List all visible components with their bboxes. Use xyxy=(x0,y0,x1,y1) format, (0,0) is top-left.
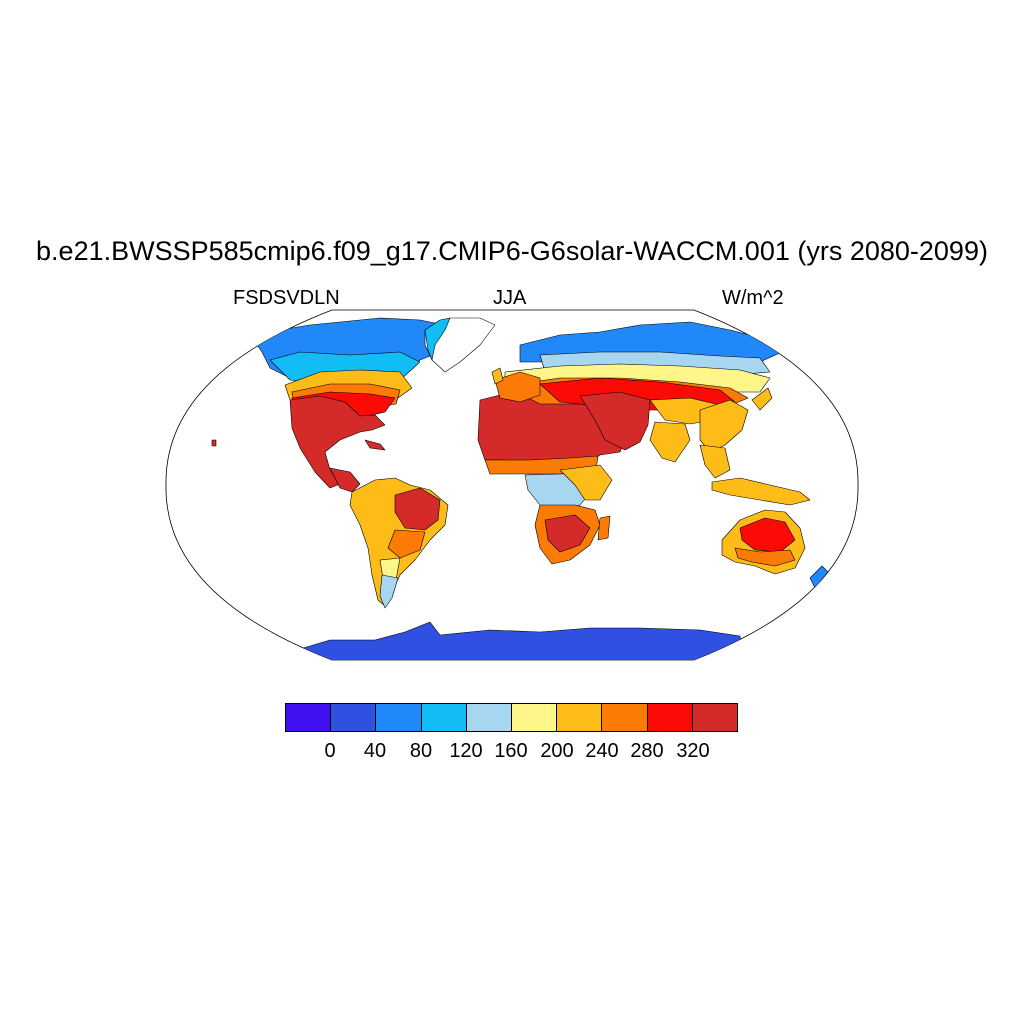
india xyxy=(649,421,691,463)
patagonia xyxy=(379,574,399,609)
colorbar-tick-label: 160 xyxy=(494,740,528,762)
indonesia xyxy=(711,477,811,506)
colorbar-tick-label: 240 xyxy=(585,740,619,762)
colorbar-box xyxy=(511,703,558,732)
colorbar-tick-label: 80 xyxy=(409,740,433,762)
japan xyxy=(751,387,773,411)
east-asia xyxy=(699,399,749,453)
europe xyxy=(494,371,541,403)
southeast-asia xyxy=(699,444,731,479)
colorbar-box xyxy=(601,703,648,732)
colorbar-box xyxy=(646,703,693,732)
middle-east xyxy=(579,391,651,451)
madagascar xyxy=(597,515,611,541)
colorbar-tick-label: 120 xyxy=(449,740,483,762)
britain xyxy=(491,367,504,385)
colorbar-box xyxy=(375,703,422,732)
australia-orange xyxy=(734,547,796,567)
colorbar-box xyxy=(330,703,377,732)
caribbean-islands xyxy=(364,439,386,451)
colorbar-tick-label: 200 xyxy=(540,740,574,762)
plot-title: b.e21.BWSSP585cmip6.f09_g17.CMIP6-G6sola… xyxy=(36,236,988,266)
australia-red xyxy=(739,517,796,553)
north-america-south xyxy=(289,395,386,489)
colorbar-box xyxy=(556,703,603,732)
colorbar-tick-label: 40 xyxy=(363,740,387,762)
colorbar-tick-label: 0 xyxy=(324,740,336,762)
season-label: JJA xyxy=(493,287,527,309)
colorbar-box xyxy=(420,703,467,732)
colorbar-tick-label: 280 xyxy=(630,740,664,762)
variable-label: FSDSVDLN xyxy=(233,287,340,309)
east-africa xyxy=(559,464,613,501)
colorbar-box xyxy=(285,703,332,732)
greenland-margin xyxy=(424,317,451,361)
colorbar xyxy=(285,703,739,732)
new-zealand xyxy=(809,565,829,589)
hawaii xyxy=(211,439,217,447)
colorbar-box xyxy=(691,703,739,732)
central-america xyxy=(329,467,361,493)
south-america-orange-band xyxy=(387,529,426,559)
colorbar-tick-label: 320 xyxy=(676,740,710,762)
units-label: W/m^2 xyxy=(722,287,784,309)
southern-africa-red xyxy=(544,514,591,553)
colorbar-box xyxy=(465,703,513,732)
south-america-red xyxy=(394,487,441,531)
